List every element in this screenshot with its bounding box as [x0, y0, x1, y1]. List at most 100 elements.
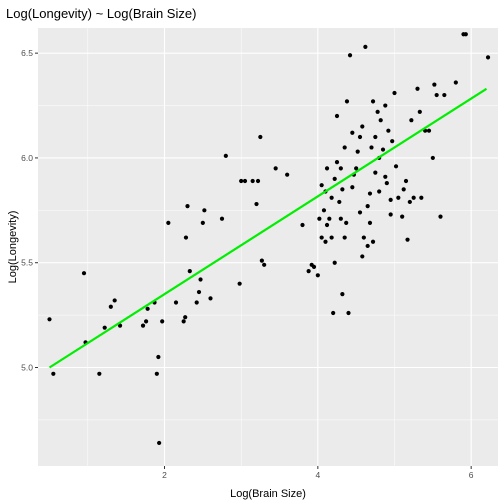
data-point — [321, 208, 327, 213]
data-point — [426, 128, 432, 133]
data-point — [340, 292, 345, 297]
data-point — [187, 269, 192, 274]
data-point — [375, 109, 380, 114]
data-point — [81, 271, 87, 276]
data-point — [400, 214, 405, 219]
data-point — [338, 216, 343, 221]
data-point — [166, 220, 171, 225]
data-point — [117, 323, 123, 328]
data-point — [323, 239, 328, 244]
data-point — [332, 260, 337, 265]
data-point — [273, 166, 278, 171]
data-point — [156, 354, 161, 360]
minor-gridlines — [38, 28, 498, 466]
data-point — [250, 178, 255, 184]
data-point — [285, 172, 290, 177]
data-point — [145, 306, 150, 311]
data-point — [51, 371, 56, 376]
data-point — [239, 178, 244, 184]
data-point — [223, 153, 228, 158]
data-point — [202, 208, 207, 213]
data-point — [334, 160, 340, 165]
data-point — [393, 164, 399, 169]
data-point — [434, 92, 439, 98]
data-point — [237, 281, 242, 286]
data-point — [360, 254, 365, 259]
plot-panel — [38, 28, 498, 466]
data-point — [386, 128, 391, 133]
y-axis-ticks: 5.0 5.5 6.0 6.5 — [21, 48, 38, 373]
data-point — [338, 166, 343, 171]
data-point — [373, 170, 378, 175]
x-tick-label: 6 — [469, 470, 474, 480]
data-point — [219, 216, 225, 221]
data-point — [442, 92, 447, 98]
data-point — [173, 300, 179, 305]
data-point — [259, 258, 264, 263]
data-point — [258, 134, 263, 140]
data-point — [208, 296, 213, 301]
x-tick-label: 2 — [162, 470, 167, 480]
data-point — [324, 166, 330, 171]
data-point — [370, 239, 376, 244]
data-point — [354, 166, 359, 171]
fit-line-group — [48, 87, 488, 369]
data-point — [405, 237, 410, 242]
data-point — [419, 195, 424, 200]
data-point — [200, 220, 205, 225]
data-point — [355, 149, 360, 154]
data-point — [384, 180, 389, 186]
y-axis-title: Log(Longevity) — [7, 211, 19, 284]
data-point — [324, 222, 330, 228]
data-point — [357, 210, 363, 215]
data-point — [157, 440, 162, 446]
data-point — [194, 300, 199, 305]
data-point — [377, 189, 382, 194]
data-point — [350, 185, 355, 190]
data-point — [365, 204, 370, 209]
data-point — [319, 235, 324, 240]
y-tick-label: 6.0 — [21, 153, 33, 163]
data-point — [403, 178, 409, 184]
data-point — [432, 82, 437, 87]
data-point — [342, 235, 347, 240]
data-point — [415, 86, 420, 91]
data-point — [154, 371, 159, 376]
data-point — [360, 124, 365, 129]
data-point — [315, 273, 320, 278]
data-point — [331, 310, 336, 316]
data-point — [47, 317, 52, 322]
data-point — [262, 262, 267, 267]
x-tick-label: 4 — [315, 470, 320, 480]
data-point — [363, 44, 368, 49]
y-tick-label: 5.5 — [21, 258, 33, 268]
data-point — [383, 174, 388, 179]
data-point — [430, 155, 435, 161]
data-point — [329, 195, 334, 200]
data-point — [327, 216, 332, 221]
data-point — [365, 243, 370, 249]
data-point — [361, 235, 366, 240]
data-point — [97, 371, 102, 376]
data-point — [140, 323, 146, 328]
data-point — [198, 277, 203, 282]
data-point — [185, 204, 190, 209]
data-point — [438, 214, 443, 219]
data-point — [254, 201, 259, 207]
data-point — [453, 80, 458, 85]
data-point — [311, 264, 317, 270]
data-point — [334, 113, 340, 119]
data-point — [144, 319, 149, 324]
data-point — [108, 304, 113, 309]
data-point — [347, 53, 353, 58]
data-point — [344, 99, 350, 104]
data-point — [102, 325, 107, 330]
data-point — [392, 90, 397, 96]
data-points — [47, 32, 491, 446]
data-point — [329, 235, 334, 240]
data-point — [196, 289, 202, 295]
data-point — [373, 134, 378, 140]
data-point — [407, 199, 412, 205]
data-point — [319, 183, 324, 188]
